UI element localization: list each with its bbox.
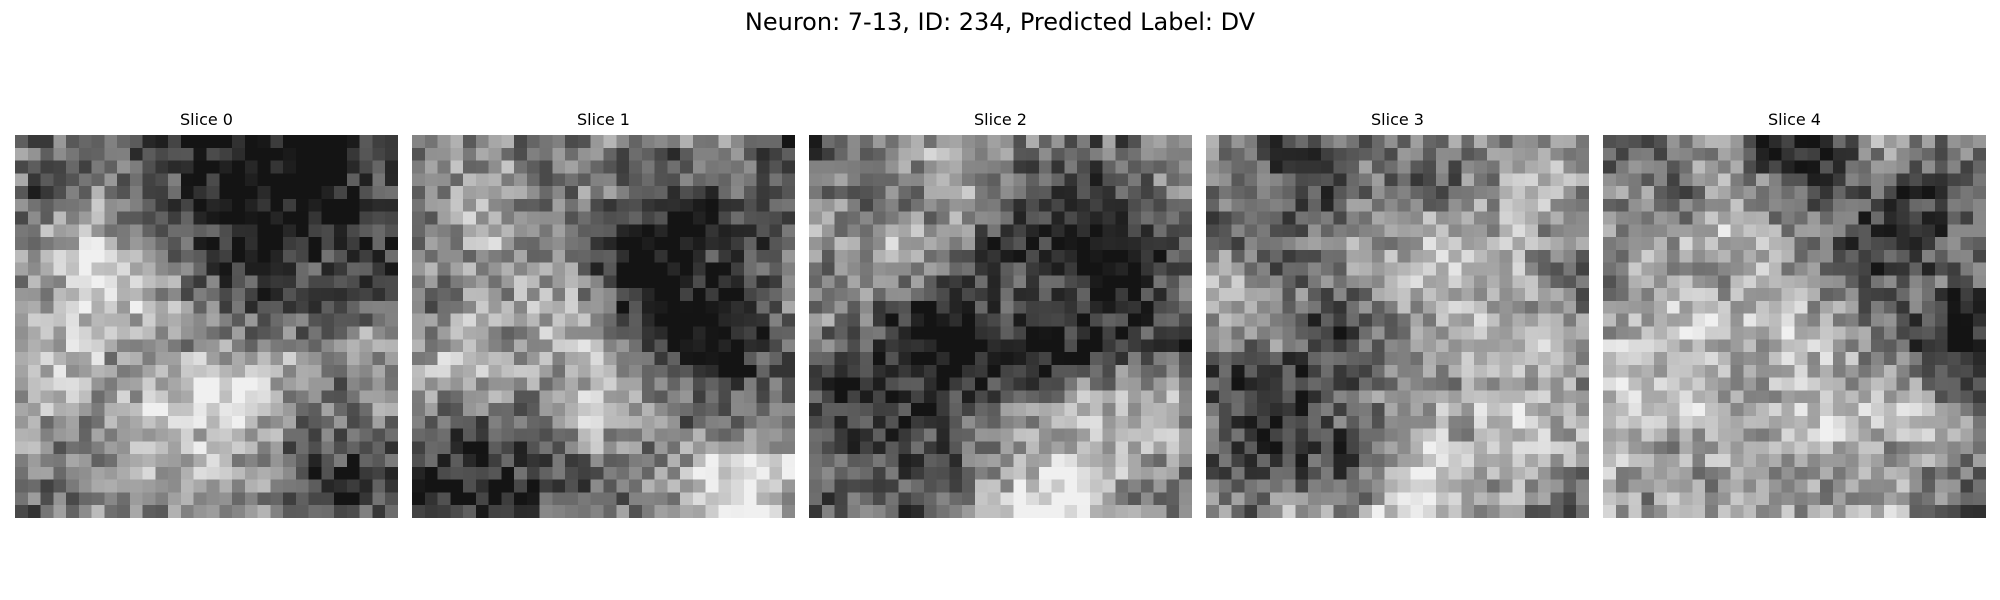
slice-image [1603,135,1986,518]
slice-title: Slice 4 [1768,110,1821,129]
slice-image [15,135,398,518]
slice-panel-0: Slice 0 [15,110,398,518]
slice-image [1206,135,1589,518]
slice-image [412,135,795,518]
slice-title: Slice 0 [180,110,233,129]
figure-title: Neuron: 7-13, ID: 234, Predicted Label: … [744,8,1256,36]
slice-panel-4: Slice 4 [1603,110,1986,518]
slice-image [809,135,1192,518]
slice-panel-3: Slice 3 [1206,110,1589,518]
slice-title: Slice 3 [1371,110,1424,129]
slice-panel-2: Slice 2 [809,110,1192,518]
slice-title: Slice 2 [974,110,1027,129]
slice-panel-1: Slice 1 [412,110,795,518]
slice-title: Slice 1 [577,110,630,129]
